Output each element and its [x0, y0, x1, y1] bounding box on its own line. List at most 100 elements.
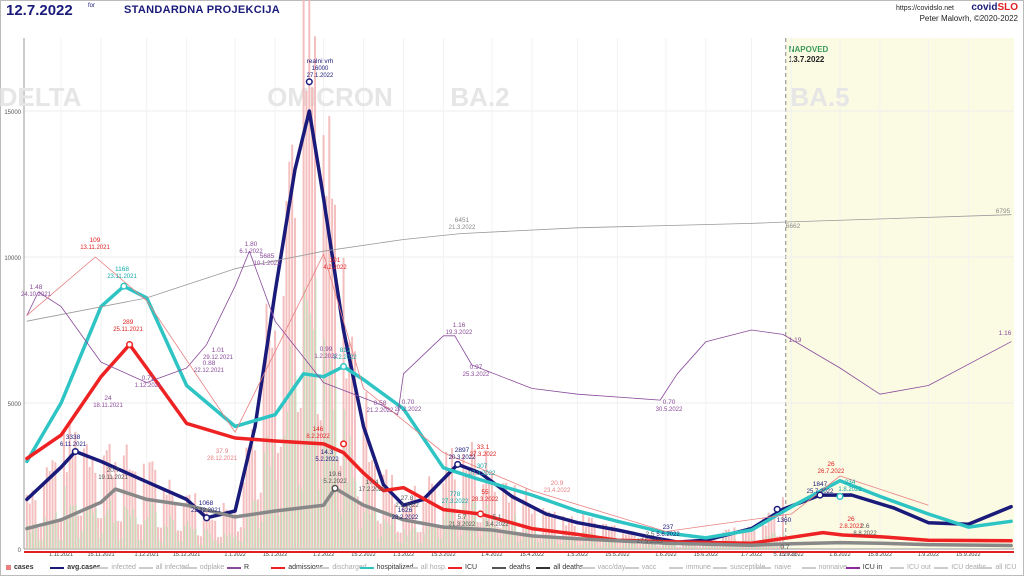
legend-item[interactable]: ICU in	[845, 564, 882, 571]
case-bar-secondary	[35, 523, 37, 549]
legend-item[interactable]: infected	[94, 564, 136, 571]
x-tick-label: 15.7.2022	[779, 552, 803, 558]
case-bar	[676, 546, 679, 549]
case-bar	[45, 467, 48, 549]
x-tick-label: 15.6.2022	[694, 552, 718, 558]
case-bar	[316, 414, 319, 549]
case-bar-secondary	[609, 538, 611, 549]
annotation-value: 0.88	[203, 360, 216, 367]
header-url[interactable]: https://covidslo.net	[896, 5, 954, 12]
annotation-date: 23.11.2021	[107, 274, 137, 280]
case-bar	[388, 490, 391, 549]
case-bar-secondary	[646, 544, 648, 549]
case-bar-secondary	[611, 541, 614, 549]
legend-item[interactable]: ICU	[448, 564, 477, 571]
annotation-value: 2.6	[860, 523, 869, 530]
case-bar-secondary	[158, 539, 160, 549]
case-bar-secondary	[355, 481, 357, 549]
case-bar-secondary	[112, 523, 114, 549]
case-bar	[396, 531, 399, 549]
legend-item[interactable]: cases	[6, 564, 33, 571]
case-bar	[696, 546, 699, 549]
case-bar-secondary	[44, 517, 46, 549]
case-bar	[182, 505, 185, 549]
case-bar	[356, 496, 359, 549]
case-bar-secondary	[537, 542, 539, 549]
annotation-date: 1.8.2022	[838, 487, 862, 493]
case-bar-secondary	[280, 510, 283, 549]
x-tick-label: 1.8.2022	[829, 552, 850, 558]
case-bar-secondary	[163, 525, 166, 549]
legend-item[interactable]: vacc	[624, 564, 656, 571]
case-bar	[134, 471, 137, 549]
case-bar	[128, 469, 131, 549]
legend-item[interactable]: discharged	[315, 564, 367, 571]
legend-item[interactable]: all ICU	[978, 564, 1016, 571]
legend-swatch	[94, 566, 109, 569]
legend-item[interactable]: admissions	[271, 564, 323, 571]
case-bar-secondary	[497, 537, 500, 549]
case-bar	[599, 541, 602, 549]
legend-item[interactable]: ICU deaths	[934, 564, 986, 571]
legend-item[interactable]: naive	[757, 564, 791, 571]
case-bar-secondary	[577, 545, 579, 549]
case-bar	[117, 521, 120, 549]
case-bar-secondary	[760, 546, 762, 549]
case-bar-secondary	[181, 541, 183, 549]
case-bar-secondary	[546, 536, 548, 549]
legend-item[interactable]: susceptible	[713, 564, 765, 571]
legend-item[interactable]: ICU out	[890, 564, 931, 571]
case-bar	[102, 455, 105, 549]
legend-item[interactable]: R	[227, 564, 249, 571]
case-bar	[291, 144, 294, 549]
case-bar-secondary	[243, 528, 246, 549]
legend-item[interactable]: all deaths	[536, 564, 583, 571]
legend-item[interactable]: immune	[669, 564, 711, 571]
legend-swatch	[934, 566, 949, 569]
legend-item[interactable]: nonnaive	[801, 564, 847, 571]
case-bar	[741, 530, 744, 549]
case-bar-secondary	[455, 524, 457, 549]
case-bar-secondary	[166, 527, 169, 549]
peak-marker	[126, 341, 134, 349]
case-bar	[202, 507, 205, 549]
case-bar-secondary	[492, 515, 494, 549]
case-bar	[299, 407, 302, 549]
case-bar-secondary	[637, 547, 639, 549]
case-bar-secondary	[437, 538, 440, 549]
case-bar	[764, 525, 767, 549]
annotation-value: 1.48	[30, 284, 43, 291]
annotation-value: 26	[827, 461, 835, 468]
legend-label: all ICU	[995, 564, 1017, 571]
legend-item[interactable]: deaths	[492, 564, 530, 571]
series-line-R	[26, 250, 1012, 416]
legend-swatch	[6, 565, 11, 570]
annotation-date: 29.12.2021	[203, 355, 234, 361]
legend-item[interactable]: hospitalized	[359, 564, 414, 571]
legend-item[interactable]: avg.cases	[50, 564, 101, 571]
legend-item[interactable]: all infected	[138, 564, 189, 571]
case-bar-secondary	[258, 528, 260, 549]
annotation-date: 6.1.2022	[239, 249, 263, 255]
case-bar-secondary	[600, 546, 602, 549]
case-bar	[779, 535, 782, 549]
case-bar	[781, 497, 784, 549]
case-bar	[519, 532, 522, 549]
annotation-value: 1.19	[789, 337, 802, 344]
case-bar	[639, 544, 642, 549]
chart-title: STANDARDNA PROJEKCIJA	[124, 4, 281, 16]
case-bar	[162, 489, 165, 549]
case-bar	[485, 450, 488, 549]
legend-item[interactable]: vacc/day	[580, 564, 625, 571]
case-bar	[405, 504, 408, 549]
case-bar-secondary	[392, 516, 394, 549]
legend-item[interactable]: odplake	[182, 564, 224, 571]
case-bar-secondary	[369, 514, 371, 549]
x-tick-label: 1.2.2022	[313, 552, 334, 558]
legend-item[interactable]: all hosp.	[403, 564, 447, 571]
annotation-date: 8.2.2022	[306, 434, 330, 440]
case-bar	[365, 391, 368, 549]
x-tick-label: 15.4.2022	[520, 552, 544, 558]
case-bar	[37, 527, 40, 549]
case-bar-secondary	[218, 543, 220, 549]
